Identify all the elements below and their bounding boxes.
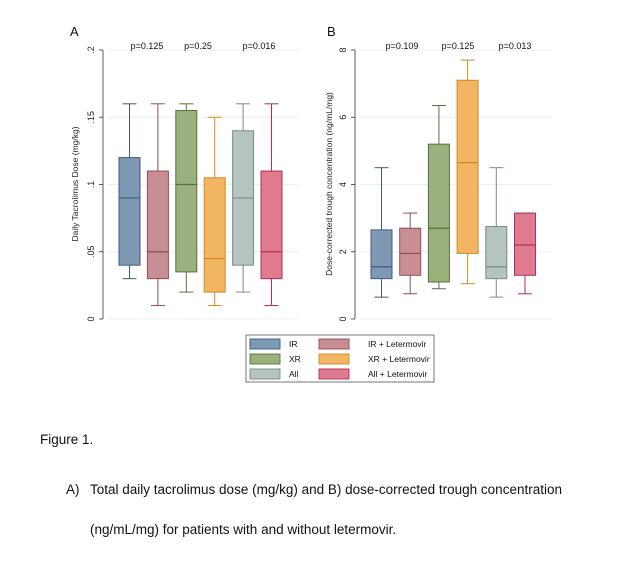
- panel-b-p-value: p=0.013: [499, 41, 532, 51]
- panel-b-y-tick-label: 6: [338, 115, 348, 120]
- panel-a-label: A: [70, 24, 79, 39]
- legend-swatch: [318, 338, 350, 350]
- figure: A Daily Tacrolimus Dose (mg/kg) 0 .05 .1 .1…: [70, 24, 552, 383]
- legend: IR IR + Letermovir XR XR + Letermovir All All…: [245, 334, 435, 383]
- iqr-box: [175, 110, 198, 273]
- iqr-box: [118, 157, 141, 266]
- caption-panel-label: A): [66, 482, 80, 497]
- legend-item-ir: IR: [249, 338, 298, 350]
- legend-swatch: [249, 353, 281, 365]
- iqr-box: [399, 227, 422, 276]
- iqr-box: [370, 229, 393, 280]
- caption-line-1: A) Total daily tacrolimus dose (mg/kg) an…: [66, 470, 626, 510]
- panel-b-y-tick-label: 0: [338, 316, 348, 321]
- panel-b-y-tick-label: 8: [338, 47, 348, 52]
- panel-a-p-value: p=0.25: [184, 41, 212, 51]
- panel-b-box-all-l: [514, 212, 536, 295]
- legend-item-ir-l: IR + Letermovir: [318, 338, 427, 350]
- panel-a-y-axis-title: Daily Tacrolimus Dose (mg/kg): [70, 126, 80, 241]
- panel-a-y-tick-label: 0: [86, 316, 96, 321]
- iqr-box: [427, 143, 450, 283]
- caption-line-1-text: Total daily tacrolimus dose (mg/kg) and …: [90, 482, 562, 497]
- iqr-box: [260, 170, 283, 280]
- legend-label: All + Letermovir: [368, 369, 427, 379]
- caption-line-2: (ng/mL/mg) for patients with and without…: [90, 522, 397, 537]
- legend-swatch: [249, 368, 281, 380]
- legend-label: XR: [289, 354, 301, 364]
- panel-a-p-value: p=0.125: [131, 41, 164, 51]
- panel-b-label: B: [327, 24, 336, 39]
- legend-label: All: [289, 369, 299, 379]
- panel-b-box-all: [485, 167, 508, 298]
- panel-b-box-xr: [427, 104, 450, 290]
- panel-a-p-value: p=0.016: [243, 41, 276, 51]
- panel-b-y-tick-label: 4: [338, 182, 348, 187]
- panel-b-box-xr-l: [456, 59, 479, 285]
- panel-b-y-axis-title: Dose-corrected trough concentration (ng/…: [324, 92, 334, 276]
- panel-b-box-ir: [370, 167, 393, 298]
- panel-b-p-value: p=0.109: [386, 41, 419, 51]
- legend-swatch: [249, 338, 281, 350]
- iqr-box: [146, 170, 169, 280]
- figure-caption-title: Figure 1.: [40, 432, 94, 447]
- legend-label: XR + Letermovir: [368, 354, 430, 364]
- panel-a: A Daily Tacrolimus Dose (mg/kg) 0 .05 .1 .1…: [70, 24, 298, 322]
- legend-item-all-l: All + Letermovir: [318, 368, 427, 380]
- panel-a-y-tick-label: .2: [86, 46, 96, 54]
- iqr-box: [203, 177, 226, 293]
- panel-a-y-tick-label: .1: [86, 181, 96, 189]
- legend-label: IR: [289, 339, 298, 349]
- panel-a-y-tick-label: .15: [86, 111, 96, 124]
- panel-b-plot: 0 2 4 6 8 p=0.109 p=0.125 p=0.013: [338, 41, 552, 322]
- legend-label: IR + Letermovir: [368, 339, 427, 349]
- panel-a-plot: 0 .05 .1 .15 .2 p=0.125 p=0.25 p=0.016: [86, 41, 298, 322]
- iqr-box: [514, 212, 536, 276]
- panel-b: B Dose-corrected trough concentration (n…: [324, 24, 552, 322]
- panel-a-y-tick-label: .05: [86, 245, 96, 258]
- legend-item-xr-l: XR + Letermovir: [318, 353, 430, 365]
- panel-a-box-ir: [118, 103, 141, 280]
- figure-caption: A) Total daily tacrolimus dose (mg/kg) an…: [66, 470, 626, 550]
- panel-a-box-all-l: [260, 103, 283, 307]
- legend-swatch: [318, 368, 350, 380]
- panel-a-box-ir-l: [146, 103, 169, 307]
- iqr-box: [485, 226, 508, 280]
- legend-swatch: [318, 353, 350, 365]
- panel-a-box-all: [232, 103, 255, 293]
- panel-a-box-xr: [175, 103, 198, 293]
- legend-item-all: All: [249, 368, 299, 380]
- panel-a-box-xr-l: [203, 116, 226, 307]
- legend-item-xr: XR: [249, 353, 301, 365]
- iqr-box: [456, 79, 479, 254]
- panel-b-p-value: p=0.125: [442, 41, 475, 51]
- panel-b-y-tick-label: 2: [338, 249, 348, 254]
- panel-b-box-ir-l: [399, 212, 422, 295]
